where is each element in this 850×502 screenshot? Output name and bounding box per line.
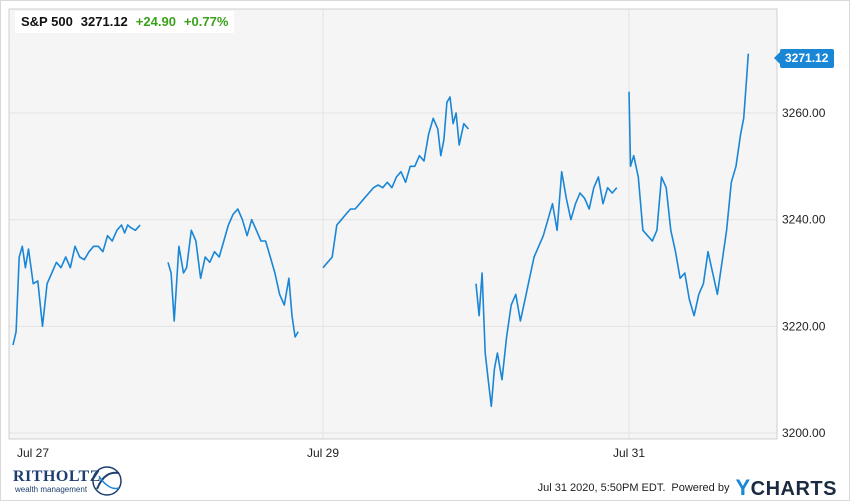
logo-wordmark: RITHOLTZ [13, 468, 101, 485]
current-price: 3271.12 [80, 14, 128, 29]
price-series [12, 53, 750, 408]
plot-frame [8, 8, 778, 440]
price-line-segment [475, 170, 618, 408]
y-axis: 3200.00 3220.00 3240.00 3260.00 [782, 106, 826, 440]
chart-timestamp: Jul 31 2020, 5:50PM EDT. [537, 482, 666, 494]
x-axis: Jul 27 Jul 29 Jul 31 [17, 446, 645, 460]
price-line-segment [167, 208, 299, 338]
price-line-segment [322, 96, 470, 269]
x-tick-label: Jul 29 [307, 446, 339, 460]
price-line-segment [12, 224, 141, 346]
ycharts-y-mark: Y [735, 475, 751, 500]
x-tick-label: Jul 31 [613, 446, 645, 460]
y-tick-label: 3200.00 [782, 426, 826, 440]
y-tick-label: 3240.00 [782, 213, 826, 227]
ticker-name: S&P 500 [21, 14, 73, 29]
last-price-tag: 3271.12 [773, 49, 835, 68]
price-change-percent: +0.77% [183, 14, 229, 29]
chart-footer: Jul 31 2020, 5:50PM EDT. Powered by YCHA… [538, 475, 837, 501]
ritholtz-logo: RITHOLTZ wealth management [9, 464, 129, 498]
powered-by-label: Powered by [671, 482, 730, 494]
ycharts-wordmark: CHARTS [750, 478, 837, 500]
logo-tagline: wealth management [15, 485, 88, 494]
x-tick-label: Jul 27 [17, 446, 49, 460]
ritholtz-emblem-icon [92, 466, 122, 496]
ycharts-logo[interactable]: YCHARTS [735, 475, 837, 501]
plot-background [9, 9, 777, 439]
y-tick-label: 3260.00 [782, 106, 826, 120]
y-tick-label: 3220.00 [782, 319, 826, 333]
grid-lines [9, 9, 777, 439]
quote-header: S&P 500 3271.12 +24.90 +0.77% [15, 11, 235, 33]
price-change: +24.90 [135, 14, 176, 29]
price-line-segment [628, 53, 750, 317]
